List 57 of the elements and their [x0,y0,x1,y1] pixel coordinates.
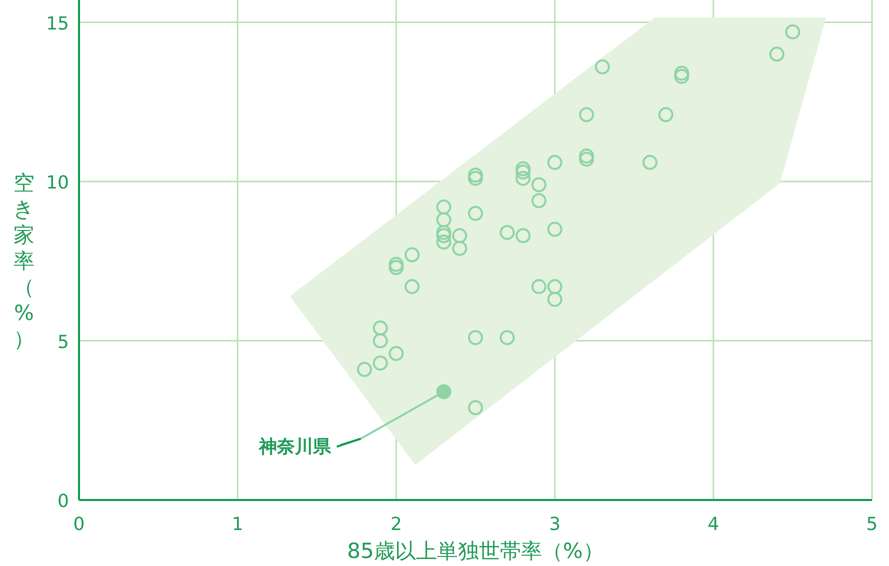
point [436,224,452,240]
point [769,46,784,62]
x-tick-label: 1 [232,514,244,535]
point [531,279,546,294]
point [579,107,594,122]
point [547,292,562,307]
point [388,260,404,276]
point [404,247,420,262]
point [658,107,674,122]
annotation: 神奈川県 [258,436,332,458]
y-tick-label: 0 [58,491,69,512]
point [372,320,388,336]
point [594,59,610,74]
point [372,356,388,371]
y-tick-label: 15 [46,13,69,34]
point [500,224,515,240]
point [642,154,658,170]
x-tick-label: 2 [390,514,402,535]
point [547,222,562,237]
point [452,228,468,244]
x-tick-label: 5 [866,514,878,535]
point [452,240,468,256]
y-tick-label: 5 [58,332,69,353]
point [468,170,483,186]
point [785,24,800,40]
x-tick-label: 0 [73,514,85,535]
point [404,279,420,294]
point [372,333,388,348]
point [531,193,546,208]
y-axis-title: 空き家率（%） [13,171,35,351]
point [500,330,515,346]
point [356,362,372,377]
point [468,400,483,416]
point [436,200,452,215]
x-tick-label: 4 [708,514,720,535]
point [516,164,531,180]
point [547,154,562,170]
point [436,212,452,228]
x-tick-label: 3 [549,514,561,535]
point [388,256,404,272]
point [531,177,546,192]
point [547,279,562,294]
point [468,168,483,183]
point [516,161,531,176]
point [468,206,483,221]
point [436,228,452,244]
point [436,234,452,250]
x-axis-title: 85歳以上単独世帯率（%） [347,539,604,563]
point [579,152,594,167]
point [516,170,531,186]
point [674,66,690,81]
point [388,346,404,362]
point [674,68,690,84]
point [468,330,483,346]
point [579,148,594,164]
point [516,228,531,244]
y-tick-label: 10 [46,172,69,194]
